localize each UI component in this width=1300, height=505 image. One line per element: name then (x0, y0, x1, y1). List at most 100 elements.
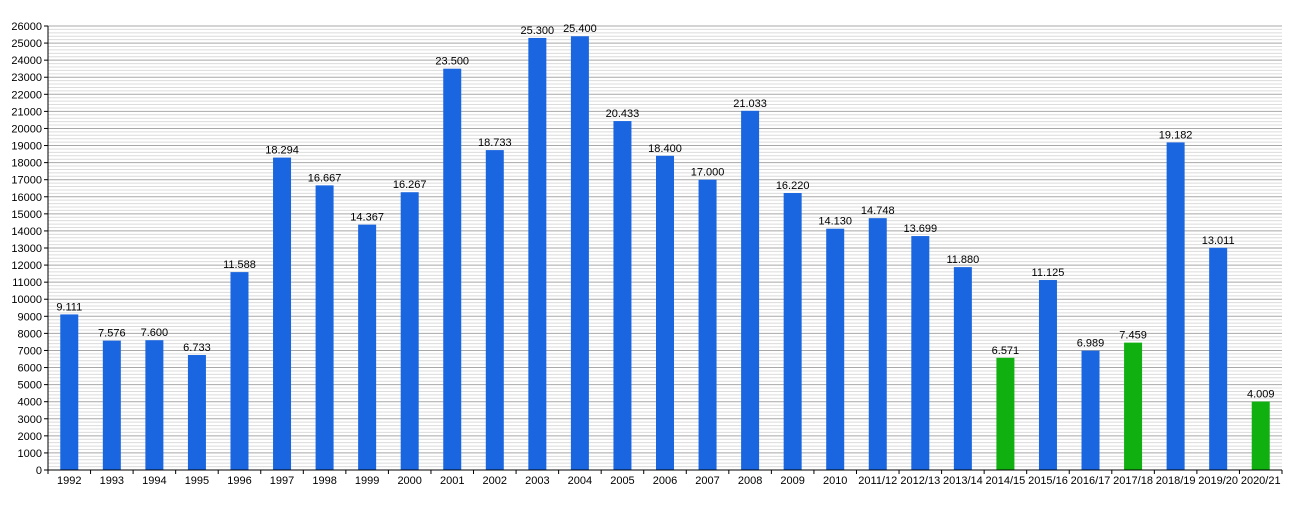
x-tick-label: 1993 (100, 475, 124, 487)
y-tick-label: 17000 (11, 175, 42, 187)
x-tick-label: 1995 (185, 475, 209, 487)
x-tick-label: 2010 (823, 475, 847, 487)
data-label: 6.989 (1077, 338, 1105, 350)
y-tick-label: 8000 (18, 328, 42, 340)
x-tick-label: 2000 (397, 475, 421, 487)
data-label: 14.748 (861, 205, 895, 217)
y-tick-label: 15000 (11, 209, 42, 221)
y-tick-label: 3000 (18, 414, 42, 426)
data-label: 9.111 (56, 301, 82, 313)
x-tick-label: 2020/21 (1241, 475, 1281, 487)
x-axis-tick-labels: 1992 1993 1994 1995 1996 1997 1998 1999 2000 2001… (57, 475, 1281, 487)
data-label: 16.667 (308, 172, 342, 184)
y-tick-label: 2000 (18, 431, 42, 443)
x-tick-label: 2004 (568, 475, 592, 487)
bar-2019-20 (1209, 247, 1228, 470)
x-tick-label: 1997 (270, 475, 294, 487)
x-tick-label: 2006 (653, 475, 677, 487)
y-tick-label: 11000 (12, 277, 42, 289)
data-label: 4.009 (1247, 389, 1275, 401)
data-label: 20.433 (606, 108, 640, 120)
bar-2000 (400, 192, 419, 470)
x-tick-label: 2015/16 (1028, 475, 1068, 487)
bar-2009 (783, 193, 802, 470)
data-label: 18.400 (648, 143, 682, 155)
data-label: 25.300 (521, 25, 555, 37)
bar-2001 (443, 68, 462, 470)
x-tick-label: 2009 (780, 475, 804, 487)
data-label: 18.733 (478, 137, 512, 149)
data-label: 11.125 (1032, 267, 1065, 279)
data-label: 14.367 (350, 212, 384, 224)
bar-1996 (230, 272, 249, 470)
bar-1997 (273, 157, 292, 470)
x-tick-label: 2018/19 (1156, 475, 1196, 487)
y-tick-label: 16000 (11, 192, 42, 204)
bars (60, 36, 1270, 471)
data-label: 21.033 (733, 98, 767, 110)
x-tick-label: 2011/12 (858, 475, 897, 487)
data-labels: 9.111 7.576 7.600 6.733 11.588 18.294 16.667 14… (56, 23, 1274, 400)
bar-2003 (528, 37, 547, 470)
x-tick-label: 1998 (312, 475, 336, 487)
y-tick-label: 24000 (11, 55, 42, 67)
bar-2012-13 (911, 236, 930, 470)
data-label: 16.267 (393, 179, 427, 191)
x-tick-label: 1996 (227, 475, 251, 487)
data-label: 14.130 (818, 216, 852, 228)
bar-2015-16 (1038, 280, 1057, 470)
x-tick-label: 2019/20 (1198, 475, 1238, 487)
axes (44, 25, 1283, 474)
y-tick-label: 23000 (11, 72, 42, 84)
data-label: 11.880 (946, 254, 979, 266)
bar-1992 (60, 314, 79, 470)
bar-2010 (826, 228, 845, 470)
x-tick-label: 2008 (738, 475, 762, 487)
x-tick-label: 2007 (695, 475, 719, 487)
data-label: 18.294 (265, 145, 299, 157)
bar-2004 (570, 36, 589, 470)
x-tick-label: 1992 (57, 475, 81, 487)
bar-1994 (145, 340, 164, 470)
x-tick-label: 2017/18 (1113, 475, 1153, 487)
y-tick-label: 21000 (11, 106, 42, 118)
data-label: 13.011 (1202, 235, 1235, 247)
bar-1998 (315, 185, 334, 471)
y-tick-label: 0 (36, 465, 42, 477)
bar-2006 (656, 155, 674, 471)
y-tick-label: 6000 (18, 363, 42, 375)
bar-2013-14 (953, 267, 972, 470)
y-tick-label: 4000 (18, 397, 42, 409)
x-tick-label: 2012/13 (900, 475, 940, 487)
bar-1993 (102, 340, 121, 470)
bar-2002 (485, 150, 504, 470)
bar-2005 (613, 121, 632, 470)
y-tick-label: 12000 (11, 260, 42, 272)
x-tick-label: 2001 (440, 475, 464, 487)
y-tick-label: 14000 (11, 226, 42, 238)
data-label: 6.733 (183, 342, 211, 354)
data-label: 16.220 (776, 180, 810, 192)
x-tick-label: 2003 (525, 475, 549, 487)
bar-2017-18 (1124, 342, 1143, 470)
bar-2007 (698, 179, 717, 470)
bar-2011-12 (868, 218, 887, 470)
x-tick-label: 1999 (355, 475, 379, 487)
y-tick-label: 5000 (18, 380, 42, 392)
x-tick-label: 2013/14 (943, 475, 983, 487)
y-tick-label: 26000 (11, 21, 42, 33)
data-label: 7.600 (141, 327, 169, 339)
bar-2008 (741, 110, 760, 470)
y-tick-label: 18000 (11, 158, 42, 170)
data-label: 17.000 (691, 167, 725, 179)
x-tick-label: 2002 (483, 475, 507, 487)
data-label: 7.576 (98, 328, 126, 340)
y-axis-tick-labels: 0 1000 2000 3000 4000 5000 6000 7000 8000 9000 100… (11, 21, 42, 477)
data-label: 13.699 (903, 223, 937, 235)
x-tick-label: 2016/17 (1071, 475, 1111, 487)
y-tick-label: 1000 (18, 448, 42, 460)
y-tick-label: 7000 (18, 345, 42, 357)
x-tick-label: 1994 (142, 475, 166, 487)
